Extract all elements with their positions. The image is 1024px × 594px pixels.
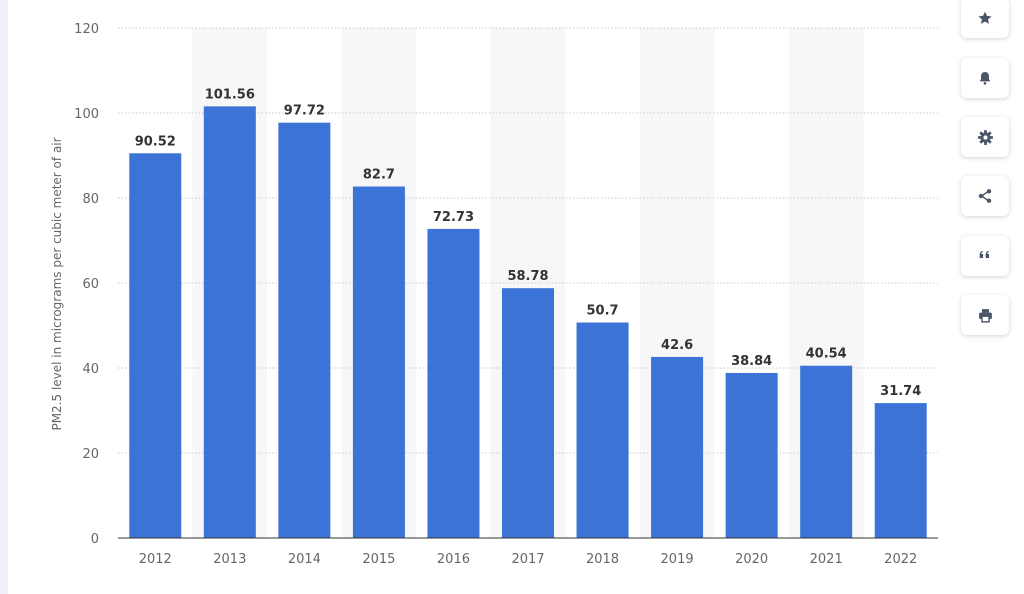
x-tick-label: 2015 — [362, 552, 395, 567]
y-tick-label: 60 — [82, 277, 99, 292]
y-tick-label: 120 — [74, 22, 99, 37]
data-label: 90.52 — [135, 134, 176, 149]
bars — [129, 106, 927, 539]
data-label: 97.72 — [284, 104, 325, 119]
x-tick-label: 2017 — [511, 552, 544, 567]
data-label: 58.78 — [507, 269, 548, 284]
favorite-button[interactable] — [961, 0, 1009, 38]
y-tick-label: 100 — [74, 107, 99, 122]
bar-2018[interactable] — [576, 322, 629, 538]
bar-2022[interactable] — [874, 403, 927, 538]
bar-chart: 90.52 101.56 97.72 82.7 72.73 58.78 50.7 42.6 38… — [50, 22, 938, 567]
bar-2014[interactable] — [278, 122, 331, 538]
y-axis-title: PM2.5 level in micrograms per cubic mete… — [50, 137, 64, 430]
x-tick-label: 2018 — [586, 552, 619, 567]
bar-2019[interactable] — [651, 356, 704, 538]
x-tick-label: 2022 — [884, 552, 917, 567]
data-label: 31.74 — [880, 384, 921, 399]
bell-icon — [979, 72, 991, 85]
x-tick-label: 2019 — [661, 552, 694, 567]
data-label: 38.84 — [731, 354, 772, 369]
star-icon — [978, 11, 992, 24]
gear-icon — [977, 129, 993, 145]
bar-2016[interactable] — [427, 228, 480, 538]
bar-2013[interactable] — [203, 106, 256, 539]
printer-icon — [978, 308, 992, 323]
print-button[interactable] — [961, 295, 1009, 335]
y-axis-ticks: 0 20 40 60 80 100 120 — [74, 22, 99, 547]
bar-2012[interactable] — [129, 153, 182, 539]
x-tick-label: 2012 — [139, 552, 172, 567]
notification-button[interactable] — [961, 58, 1009, 98]
x-tick-label: 2020 — [735, 552, 768, 567]
share-button[interactable] — [961, 176, 1009, 216]
y-tick-label: 20 — [82, 447, 99, 462]
data-label: 42.6 — [661, 338, 693, 353]
x-axis-ticks: 2012 2013 2014 2015 2016 2017 2018 2019 2020 2021… — [139, 552, 918, 567]
data-label: 101.56 — [205, 87, 255, 102]
y-tick-label: 0 — [91, 532, 99, 547]
x-tick-label: 2014 — [288, 552, 321, 567]
page-edge — [0, 0, 8, 594]
bar-2017[interactable] — [502, 288, 554, 538]
cite-button[interactable] — [961, 236, 1009, 276]
y-tick-label: 80 — [82, 192, 99, 207]
x-tick-label: 2016 — [437, 552, 470, 567]
x-tick-label: 2013 — [213, 552, 246, 567]
bar-2020[interactable] — [725, 372, 778, 538]
quote-icon — [979, 251, 989, 258]
data-label: 40.54 — [806, 347, 847, 362]
settings-button[interactable] — [961, 117, 1009, 157]
share-icon — [978, 189, 992, 203]
data-label: 82.7 — [363, 168, 395, 183]
y-tick-label: 40 — [82, 362, 99, 377]
data-label: 72.73 — [433, 210, 474, 225]
x-tick-label: 2021 — [810, 552, 843, 567]
bar-2015[interactable] — [352, 186, 405, 538]
bar-2021[interactable] — [800, 365, 853, 538]
data-label: 50.7 — [587, 304, 619, 319]
data-labels: 90.52 101.56 97.72 82.7 72.73 58.78 50.7 42.6 38… — [135, 87, 922, 399]
